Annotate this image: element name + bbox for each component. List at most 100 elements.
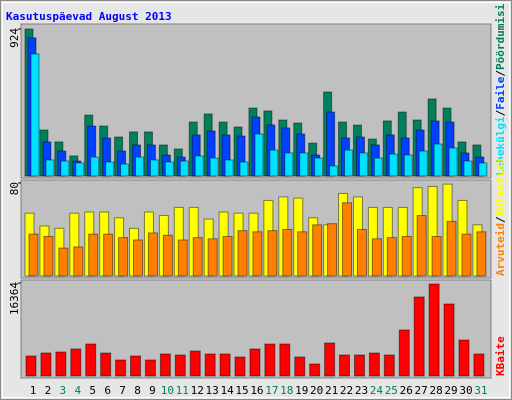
bar: [401, 235, 412, 277]
legend: Lehekülgi/Faile/Pöördumisi: [494, 3, 507, 176]
bar: [85, 343, 97, 377]
bar: [282, 229, 293, 277]
bar: [327, 223, 338, 277]
x-tick-label: 3: [60, 384, 67, 397]
x-tick-label: 31: [474, 384, 487, 397]
x-tick-label: 24: [370, 384, 384, 397]
bar: [100, 352, 112, 377]
bar: [224, 159, 234, 177]
chart-title: Kasutuspäevad August 2013: [6, 10, 172, 23]
bar: [75, 162, 85, 177]
x-tick-label: 28: [429, 384, 442, 397]
bar: [294, 356, 306, 377]
bar: [144, 359, 156, 377]
bar: [383, 354, 395, 377]
bar: [339, 354, 351, 377]
bar: [443, 303, 455, 377]
x-tick-label: 6: [104, 384, 111, 397]
bar: [418, 150, 428, 177]
x-tick-label: 13: [206, 384, 219, 397]
bar: [43, 235, 54, 277]
x-tick-label: 12: [191, 384, 204, 397]
bar: [120, 163, 130, 177]
bar: [207, 238, 218, 277]
bar: [28, 233, 39, 277]
bar: [371, 238, 382, 277]
bar: [60, 160, 70, 177]
y-tick-label: 80: [8, 182, 21, 195]
bar: [416, 215, 427, 277]
bar: [358, 152, 368, 177]
legend-separator: /: [494, 109, 507, 116]
bar: [476, 231, 487, 277]
bar: [267, 230, 278, 277]
bar: [388, 153, 398, 177]
x-tick-label: 9: [149, 384, 156, 397]
bar: [448, 147, 458, 177]
bar: [344, 149, 354, 177]
x-tick-label: 8: [134, 384, 141, 397]
bar: [373, 157, 383, 177]
bar: [413, 296, 425, 377]
bar: [115, 359, 127, 377]
bar: [194, 155, 204, 177]
bar: [204, 353, 216, 377]
bar: [403, 154, 413, 177]
bar: [222, 235, 233, 277]
bar: [237, 230, 248, 277]
x-tick-label: 4: [74, 384, 81, 397]
bar: [478, 162, 488, 177]
bar: [431, 235, 442, 277]
bar: [353, 354, 365, 377]
x-tick-label: 17: [265, 384, 278, 397]
bar: [25, 355, 37, 377]
x-tick-label: 1: [30, 384, 37, 397]
bar: [239, 161, 249, 177]
bar: [103, 233, 114, 277]
x-tick-label: 5: [89, 384, 96, 397]
legend-entry: Lehekülgi: [494, 116, 507, 176]
x-tick-label: 2: [45, 384, 52, 397]
bar: [279, 343, 291, 377]
bar: [90, 156, 100, 177]
bar: [73, 246, 84, 277]
legend-entry: KBaite: [494, 336, 507, 376]
x-tick-label: 7: [119, 384, 126, 397]
bar: [297, 231, 308, 277]
bar: [428, 283, 440, 377]
bar: [162, 234, 173, 277]
bar: [174, 354, 186, 377]
x-tick-label: 16: [250, 384, 263, 397]
x-tick-label: 10: [161, 384, 174, 397]
bar: [70, 348, 82, 377]
bar: [219, 353, 231, 377]
bar: [254, 133, 264, 177]
bar: [55, 351, 67, 377]
x-tick-label: 18: [280, 384, 293, 397]
bar: [433, 143, 443, 177]
bar: [312, 224, 323, 277]
legend-entry: Arvuteid: [494, 223, 507, 276]
bar: [30, 53, 40, 177]
legend-entry: Külastusi: [494, 156, 507, 216]
bar: [177, 239, 188, 277]
bar: [105, 161, 115, 177]
bar: [299, 152, 309, 177]
bar: [264, 343, 276, 377]
bar: [324, 342, 336, 377]
bar: [130, 355, 142, 377]
bar: [249, 348, 261, 377]
x-tick-label: 29: [444, 384, 457, 397]
x-tick-label: 21: [325, 384, 338, 397]
bar: [88, 233, 99, 277]
bar: [473, 353, 485, 377]
legend: KBaite: [494, 336, 507, 376]
bar: [329, 165, 339, 177]
bar: [342, 202, 353, 277]
bar: [314, 157, 324, 177]
bar: [234, 356, 246, 377]
bar: [179, 160, 189, 177]
x-tick-label: 25: [385, 384, 398, 397]
legend-entry: Faile: [494, 76, 507, 109]
